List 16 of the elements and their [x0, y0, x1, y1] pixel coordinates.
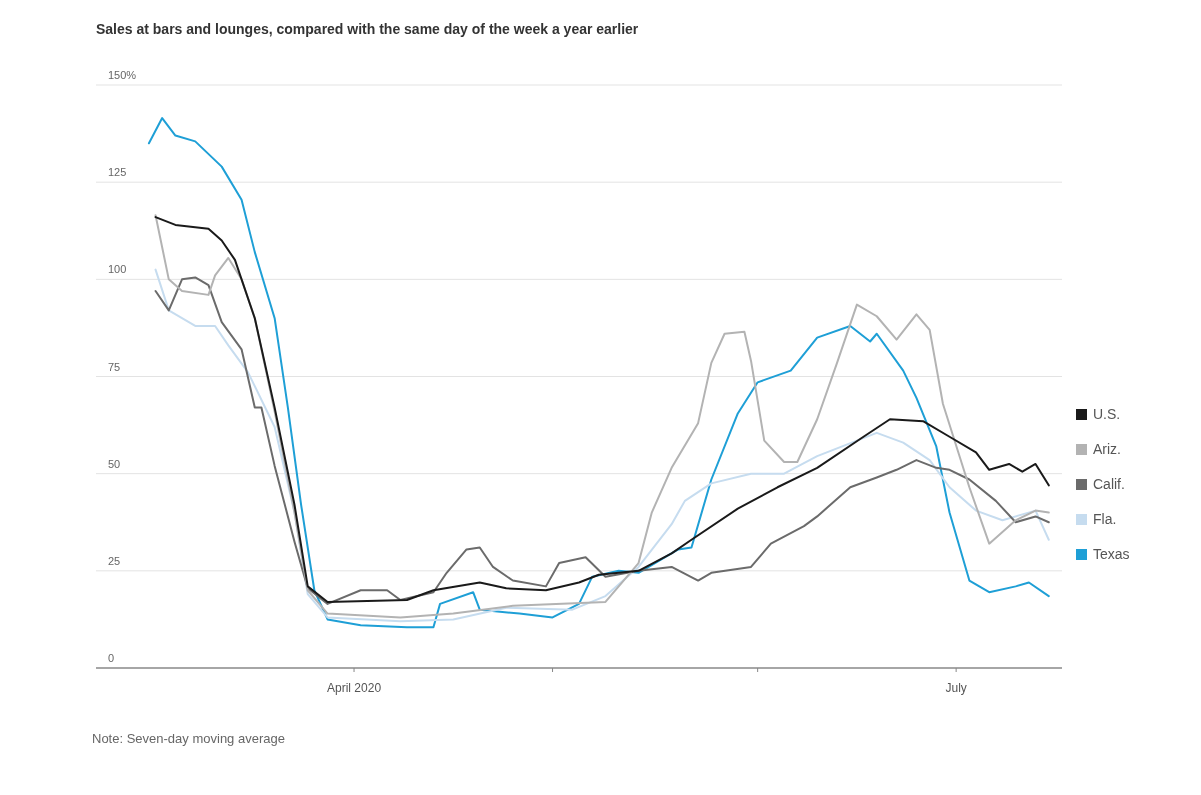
y-tick-label: 0: [108, 652, 115, 664]
y-tick-label: 125: [108, 166, 127, 179]
legend-label: U.S.: [1093, 406, 1121, 422]
chart-title: Sales at bars and lounges, compared with the same day of the week a year earlier: [96, 21, 639, 37]
legend-label: Texas: [1093, 546, 1130, 562]
legend-label: Fla.: [1093, 511, 1117, 527]
legend-label: Calif.: [1093, 476, 1125, 492]
y-tick-label: 150%: [108, 69, 137, 81]
y-tick-label: 25: [108, 554, 121, 567]
x-tick-label: July: [945, 681, 967, 695]
x-tick-label: April 2020: [327, 681, 382, 695]
y-tick-label: 50: [108, 457, 121, 470]
legend-label: Ariz.: [1093, 441, 1121, 457]
text: Note: Seven-day moving average: [92, 731, 285, 746]
y-tick-label: 100: [108, 263, 127, 276]
y-tick-label: 75: [108, 360, 121, 373]
